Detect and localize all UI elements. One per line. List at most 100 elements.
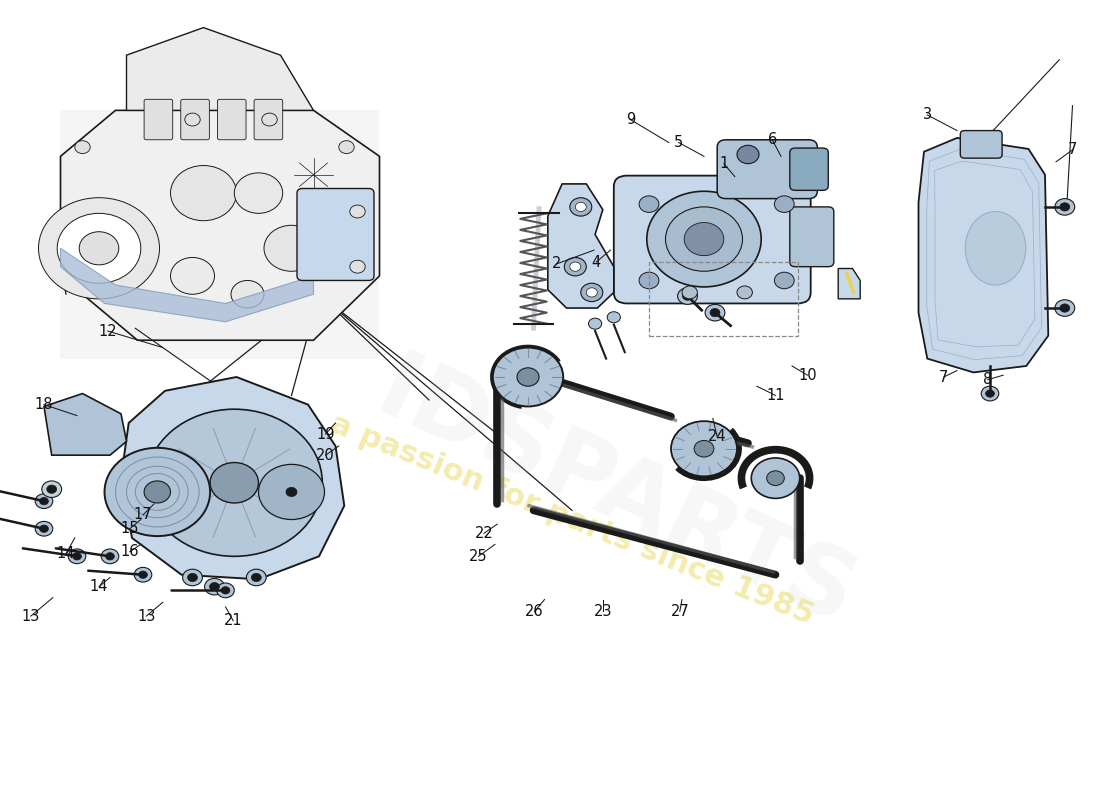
- FancyBboxPatch shape: [717, 140, 817, 198]
- Circle shape: [139, 571, 147, 578]
- Circle shape: [170, 166, 236, 221]
- Text: 4: 4: [592, 254, 601, 270]
- Circle shape: [639, 272, 659, 289]
- Circle shape: [1055, 198, 1075, 215]
- Circle shape: [339, 141, 354, 154]
- Circle shape: [146, 409, 322, 556]
- Circle shape: [986, 390, 994, 398]
- Circle shape: [106, 553, 114, 560]
- Text: 16: 16: [121, 544, 139, 559]
- Circle shape: [737, 146, 759, 164]
- Polygon shape: [548, 184, 614, 308]
- Circle shape: [575, 202, 586, 211]
- Circle shape: [251, 574, 262, 582]
- Text: 18: 18: [35, 397, 53, 412]
- Circle shape: [39, 198, 160, 299]
- Circle shape: [751, 458, 800, 498]
- Polygon shape: [60, 110, 380, 358]
- Circle shape: [639, 196, 659, 213]
- Circle shape: [79, 232, 119, 265]
- FancyBboxPatch shape: [254, 99, 283, 140]
- Circle shape: [588, 318, 602, 329]
- Text: 12: 12: [99, 323, 117, 338]
- Circle shape: [134, 567, 152, 582]
- Circle shape: [564, 258, 586, 276]
- Text: 6: 6: [768, 132, 777, 147]
- Circle shape: [104, 448, 210, 536]
- Circle shape: [666, 207, 743, 271]
- Polygon shape: [60, 248, 314, 322]
- Circle shape: [183, 569, 202, 586]
- Circle shape: [1055, 300, 1075, 316]
- Text: 7: 7: [1068, 142, 1077, 158]
- Circle shape: [350, 205, 365, 218]
- Text: 21: 21: [224, 613, 242, 628]
- Circle shape: [570, 262, 581, 271]
- Text: 24: 24: [708, 430, 726, 444]
- Circle shape: [35, 494, 53, 509]
- Circle shape: [493, 347, 563, 406]
- Text: 7: 7: [939, 370, 948, 385]
- FancyBboxPatch shape: [790, 207, 834, 266]
- Text: 15: 15: [121, 522, 139, 536]
- Polygon shape: [60, 110, 380, 340]
- Circle shape: [258, 464, 324, 519]
- Circle shape: [711, 309, 720, 317]
- Circle shape: [221, 586, 230, 594]
- Text: 1: 1: [719, 156, 728, 171]
- Ellipse shape: [966, 211, 1025, 285]
- Circle shape: [57, 214, 141, 283]
- Text: 8: 8: [983, 372, 992, 387]
- Circle shape: [647, 191, 761, 287]
- Circle shape: [75, 141, 90, 154]
- Circle shape: [262, 113, 277, 126]
- Circle shape: [705, 304, 725, 321]
- Circle shape: [40, 525, 48, 533]
- Circle shape: [682, 292, 693, 300]
- Text: 5: 5: [674, 135, 683, 150]
- Circle shape: [737, 286, 752, 299]
- Text: 13: 13: [138, 609, 155, 623]
- Circle shape: [350, 260, 365, 273]
- Circle shape: [581, 283, 603, 302]
- Circle shape: [205, 578, 224, 595]
- Text: 26: 26: [526, 604, 543, 619]
- Circle shape: [68, 549, 86, 564]
- Text: IDSPARTS: IDSPARTS: [363, 346, 869, 646]
- Polygon shape: [918, 138, 1048, 373]
- Text: 27: 27: [670, 604, 690, 619]
- Text: 13: 13: [22, 609, 40, 623]
- Circle shape: [170, 258, 214, 294]
- Circle shape: [586, 288, 597, 297]
- Text: 25: 25: [470, 549, 487, 564]
- Circle shape: [678, 288, 697, 304]
- FancyBboxPatch shape: [790, 148, 828, 190]
- Circle shape: [231, 281, 264, 308]
- Circle shape: [234, 173, 283, 214]
- Circle shape: [144, 481, 170, 503]
- Text: 2: 2: [552, 257, 561, 271]
- Text: 23: 23: [594, 604, 612, 619]
- Circle shape: [570, 198, 592, 216]
- Circle shape: [682, 286, 697, 299]
- Circle shape: [684, 222, 724, 256]
- Text: 22: 22: [474, 526, 494, 541]
- Circle shape: [280, 482, 302, 501]
- FancyBboxPatch shape: [218, 99, 246, 140]
- Text: 9: 9: [626, 112, 635, 127]
- Circle shape: [767, 471, 784, 486]
- Text: 3: 3: [923, 107, 932, 122]
- Text: 20: 20: [316, 448, 336, 462]
- Circle shape: [209, 582, 219, 591]
- Polygon shape: [44, 394, 127, 455]
- Text: 14: 14: [90, 579, 108, 594]
- Circle shape: [1060, 304, 1070, 312]
- Polygon shape: [121, 377, 344, 579]
- FancyBboxPatch shape: [144, 99, 173, 140]
- Circle shape: [47, 485, 57, 494]
- Text: 11: 11: [767, 388, 784, 403]
- Circle shape: [264, 226, 319, 271]
- FancyBboxPatch shape: [180, 99, 209, 140]
- Circle shape: [286, 487, 297, 497]
- Circle shape: [42, 481, 62, 498]
